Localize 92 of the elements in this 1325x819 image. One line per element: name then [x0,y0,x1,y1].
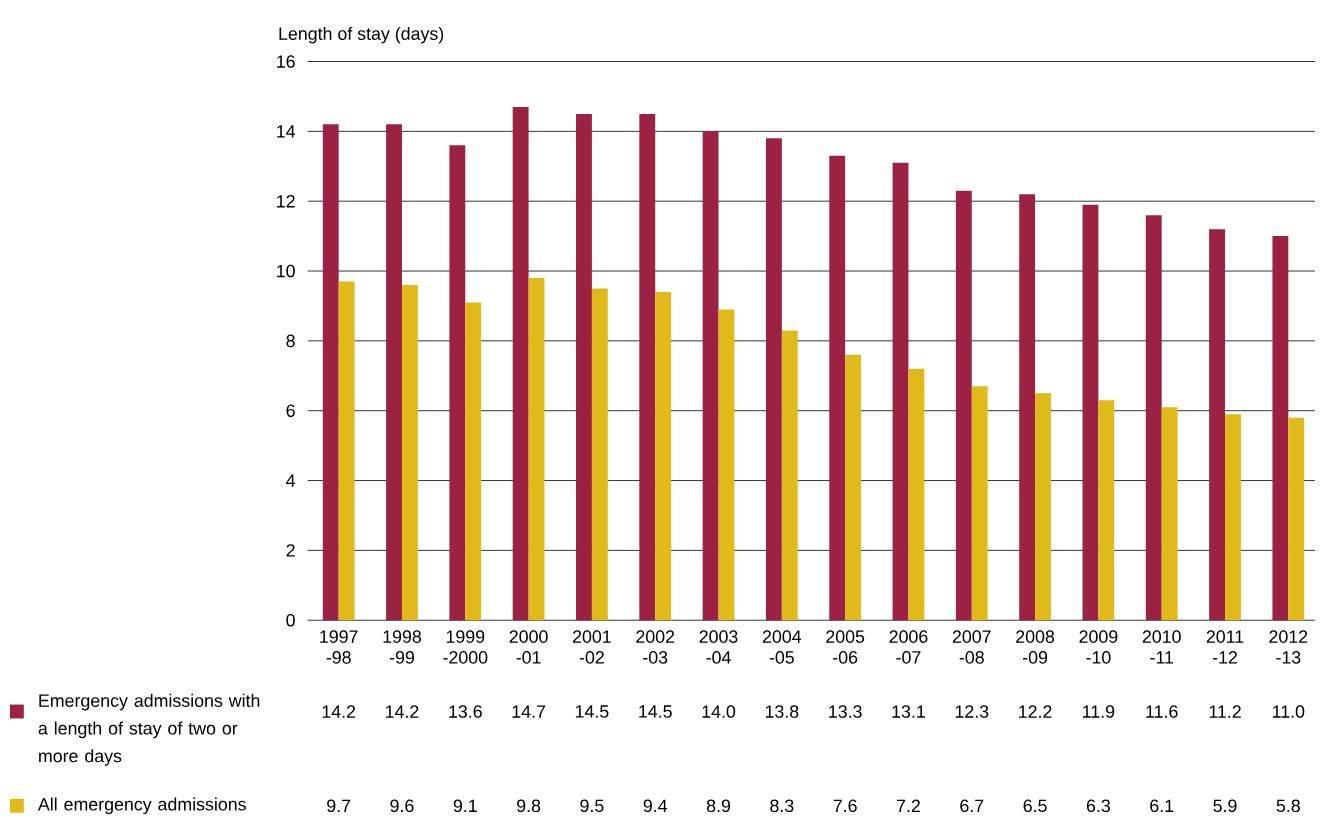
y-tick-label: 4 [286,474,296,487]
data-label: 11.9 [1083,705,1115,718]
data-label: 9.5 [580,799,604,813]
y-tick-label: 2 [286,544,295,557]
bar [1019,194,1036,621]
data-label: 14.2 [386,705,419,718]
bar [718,309,735,621]
bar [908,368,925,621]
x-tick-label: 2002 -03 [636,630,675,664]
data-label: 6.3 [1086,799,1110,813]
y-tick-label: 10 [277,264,295,278]
bar [845,354,862,621]
y-tick-label: 8 [286,334,295,348]
data-label: 12.3 [955,705,989,718]
data-label: 11.0 [1273,705,1305,718]
x-tick-label: 2001 -02 [573,630,611,664]
bar [1145,215,1162,621]
data-label: 14.5 [639,705,672,718]
x-tick-label: 1999 -2000 [443,630,488,664]
bar [955,190,972,621]
bar [1288,417,1305,621]
data-label: 6.5 [1023,799,1047,813]
data-label: 9.6 [390,799,414,813]
data-label: 5.9 [1213,799,1237,813]
x-tick-label: 2011 -12 [1206,630,1244,664]
data-label: 8.3 [770,799,794,813]
x-tick-label: 2003 -04 [699,630,738,664]
bar [1082,204,1099,621]
data-label: 14.5 [575,705,609,718]
x-tick-label: 2005 -06 [826,630,865,664]
bar [1272,236,1289,621]
data-label: 5.8 [1276,799,1300,813]
legend-label: All emergency admissions [37,797,246,815]
bar [765,138,782,621]
bar [465,302,482,621]
y-tick-label: 16 [277,55,295,68]
bar [971,386,988,621]
data-label: 11.2 [1209,705,1241,718]
y-tick-label: 6 [286,404,295,418]
data-label: 9.8 [517,799,541,813]
data-label: 6.1 [1150,799,1174,813]
x-tick-label: 2012 -13 [1269,630,1308,664]
data-label: 14.7 [512,705,546,718]
bar [1161,407,1178,621]
bar [338,281,355,621]
bar [1035,393,1051,621]
bar [386,124,402,621]
data-label: 9.1 [453,799,477,813]
data-label: 7.2 [897,799,920,813]
y-axis-title: Length of stay (days) [279,27,444,44]
x-tick-label: 2009 -10 [1079,630,1118,664]
legend-label: Emergency admissions with a length of stay of two or more days [38,694,260,766]
bar [829,155,846,621]
x-tick-label: 2010 -11 [1142,630,1181,664]
bar [655,292,672,621]
bar [639,114,656,621]
data-label: 14.2 [322,705,356,718]
bar [528,278,545,621]
bar [576,114,592,621]
bar [401,285,418,621]
x-tick-label: 1997 -98 [320,630,358,664]
data-label: 9.7 [327,799,351,813]
x-tick-label: 2007 -08 [952,630,991,664]
bar [781,330,798,621]
x-tick-label: 2004 -05 [762,630,802,664]
y-tick-label: 12 [277,195,295,208]
y-tick-label: 0 [286,614,295,627]
x-tick-label: 1998 -99 [383,630,421,664]
bar [1098,400,1115,621]
data-label: 8.9 [706,799,731,813]
y-tick-label: 14 [277,125,296,138]
data-label: 11.6 [1146,705,1178,718]
data-label: 6.7 [960,799,984,813]
data-label: 9.4 [643,799,668,813]
data-label: 13.6 [449,705,482,718]
bar [1209,229,1226,621]
x-tick-label: 2006 -07 [889,630,928,664]
bar [512,107,529,621]
x-tick-label: 2008 -09 [1016,630,1055,664]
data-label: 14.0 [702,705,736,718]
bar [449,145,466,621]
bar [702,131,719,621]
data-label: 12.2 [1019,705,1052,718]
data-label: 13.3 [829,705,862,718]
data-label: 13.1 [892,705,925,718]
bar [1225,414,1241,621]
data-label: 7.6 [833,799,857,813]
data-label: 13.8 [765,705,799,718]
x-tick-label: 2000 -01 [509,630,548,664]
bar [892,162,909,621]
bar [591,288,608,621]
bar [322,124,339,621]
